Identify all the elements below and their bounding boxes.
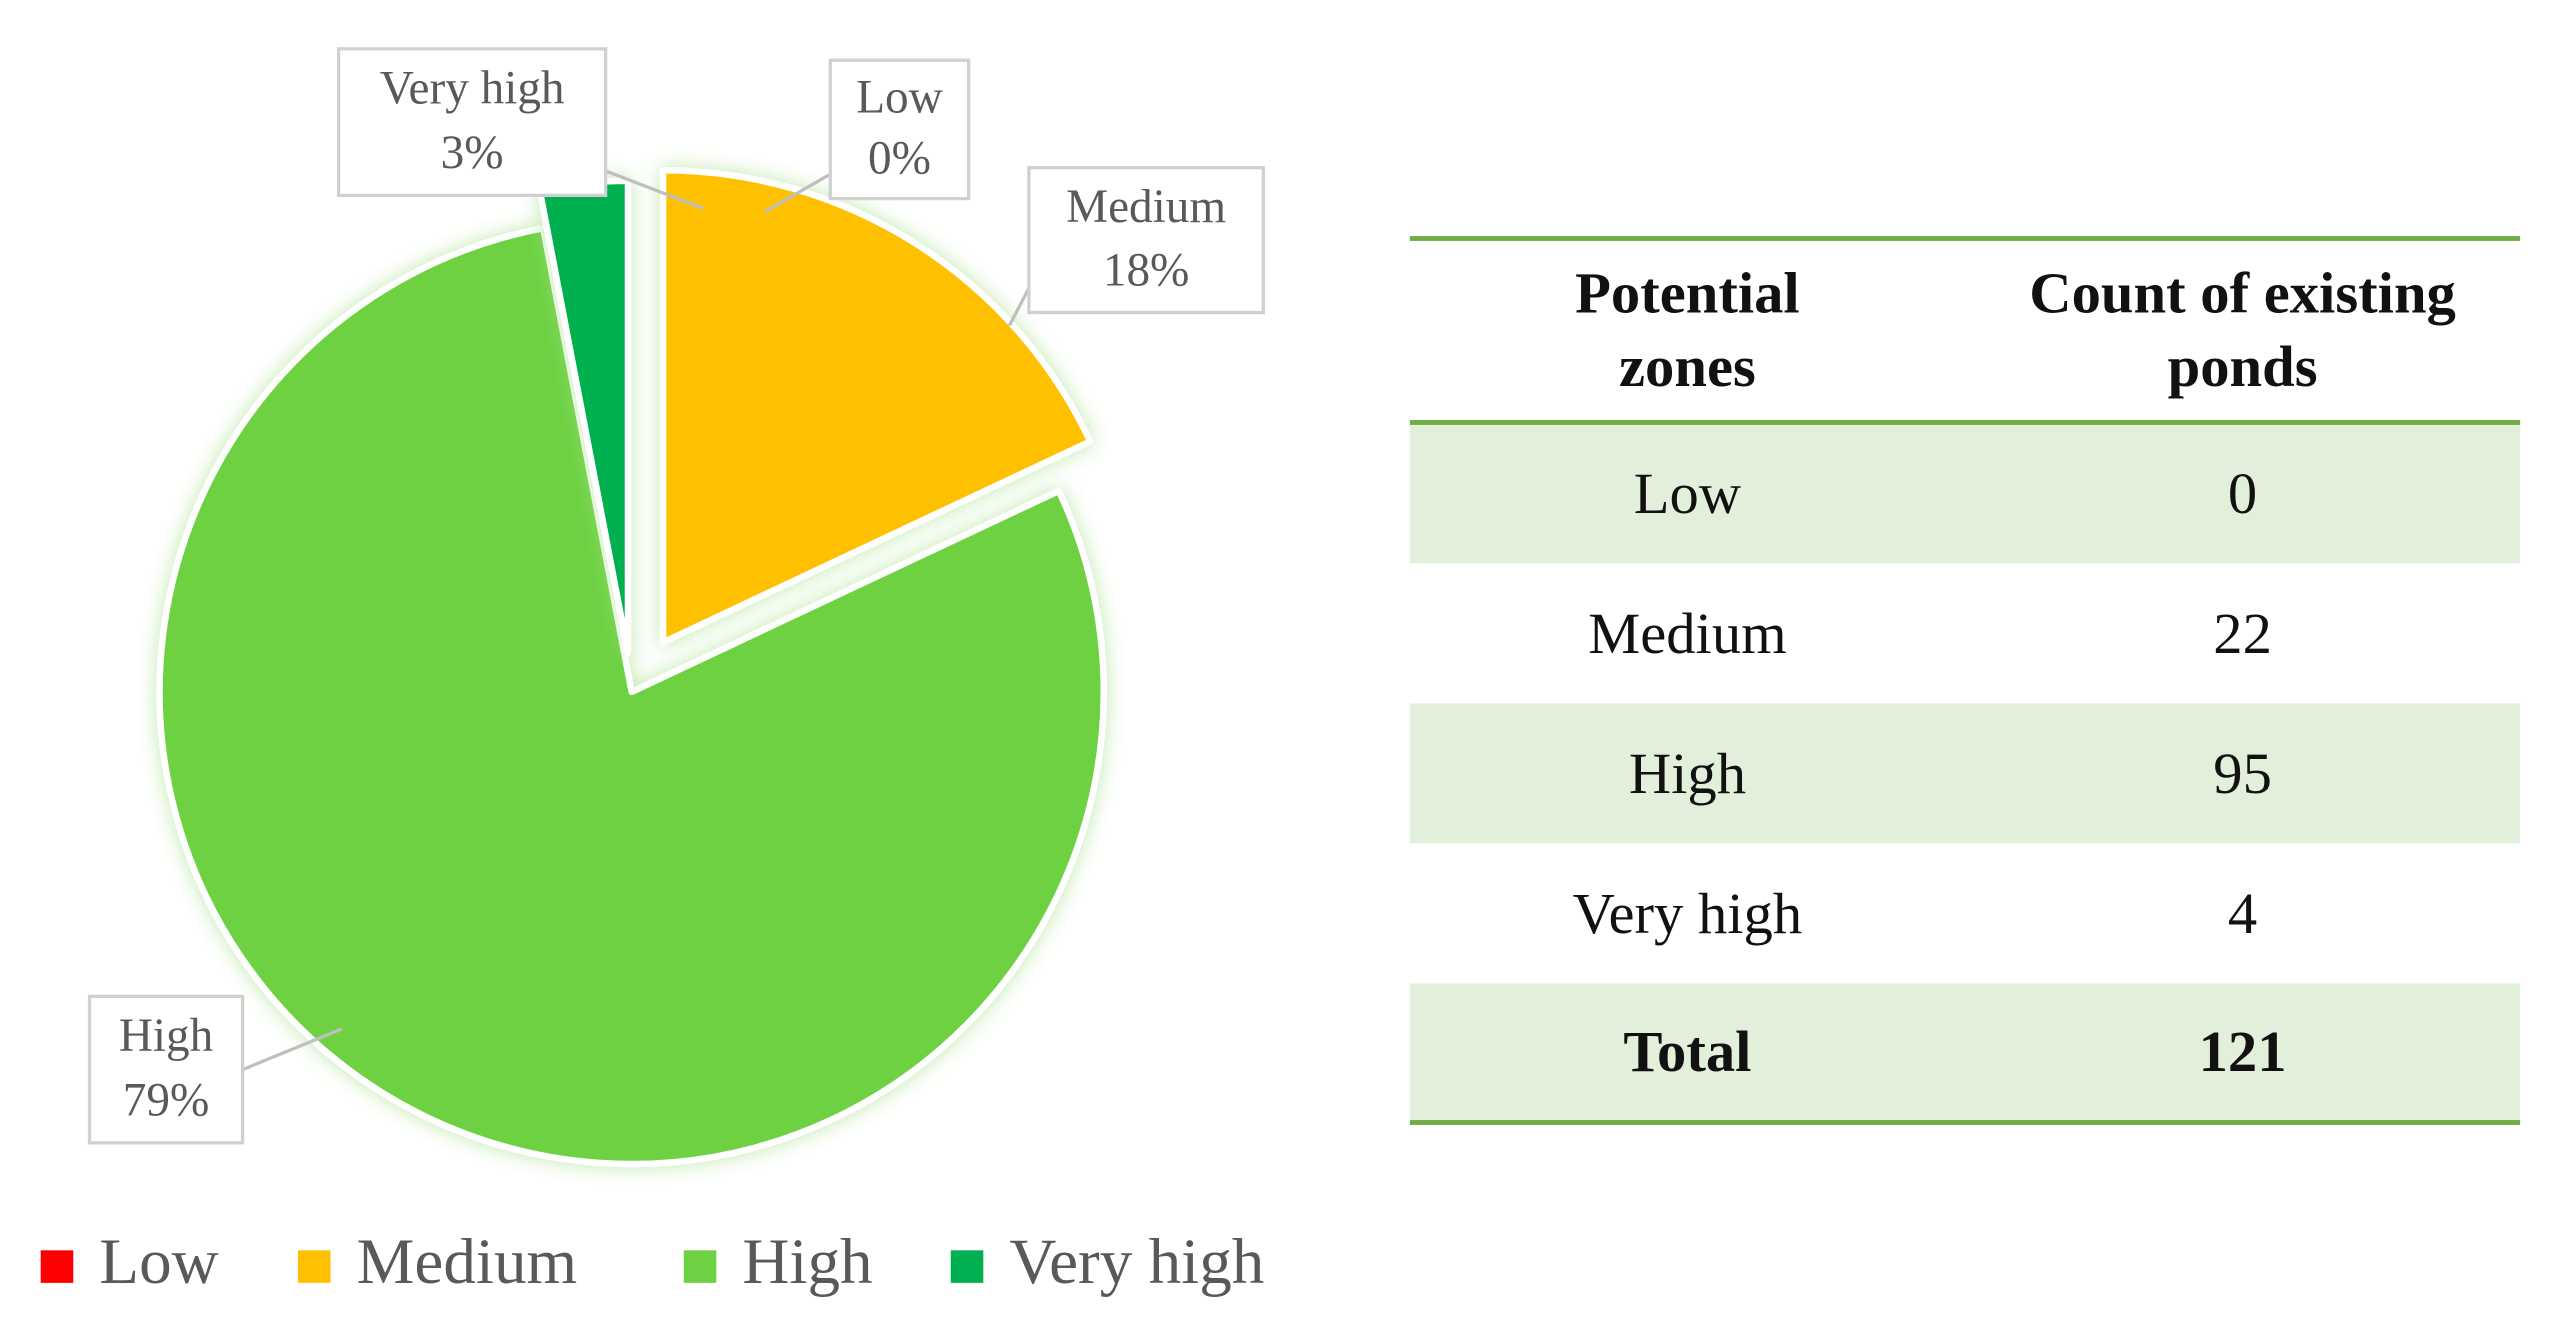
data-label-box: [336, 47, 608, 197]
header-cell: Potential zones: [1410, 239, 1965, 423]
leader-line: [1007, 287, 1031, 327]
table-row: High 95: [1409, 702, 2521, 843]
pie-slice: [156, 224, 1107, 1168]
leader-line: [605, 169, 704, 210]
header-text: Count of existing ponds: [2029, 260, 2456, 399]
data-table: Potential zones Count of existing ponds …: [1409, 236, 2521, 1125]
table-row: Very high 4: [1410, 842, 2520, 982]
table-cell: 95: [2213, 739, 2272, 806]
data-label-value: 0%: [868, 132, 931, 184]
leader-line: [764, 172, 832, 214]
legend-swatch: [40, 1250, 74, 1283]
table-body: Low 0 Medium 22 High 95 Very high 4 Total 121: [1409, 422, 2521, 1123]
header-cell: Count of existing ponds: [1965, 239, 2520, 423]
legend-swatch: [297, 1250, 331, 1283]
data-label-box: [828, 58, 971, 201]
legend-label: Medium: [357, 1226, 578, 1298]
legend-swatch: [683, 1250, 717, 1283]
table-cell: Total: [1623, 1018, 1752, 1084]
header-row: Potential zones Count of existing ponds: [1409, 238, 2521, 423]
data-label-name: High: [119, 1010, 213, 1062]
data-label-name: Medium: [1066, 181, 1226, 233]
table-cell: Low: [1633, 461, 1742, 527]
data-label-box: [1027, 166, 1265, 315]
table-cell: 4: [2227, 879, 2258, 946]
legend-label: Very high: [1009, 1226, 1264, 1298]
data-label-value: 18%: [1103, 245, 1190, 297]
total-row: Total 121: [1409, 982, 2521, 1123]
legend-label: High: [742, 1226, 872, 1298]
header-text: Potential zones: [1575, 260, 1800, 399]
table-cell: 0: [2227, 461, 2258, 527]
leader-line: [241, 1027, 343, 1072]
data-label-box: [87, 994, 245, 1145]
data-label-name: Low: [856, 72, 943, 124]
table-row: Low 0: [1409, 422, 2521, 563]
table-cell: 121: [2198, 1018, 2287, 1084]
table-row: Medium 22: [1410, 562, 2520, 702]
table-cell: High: [1628, 739, 1747, 806]
pie-slice: [659, 167, 1094, 646]
table-cell: Medium: [1588, 599, 1787, 666]
legend-label: Low: [99, 1226, 218, 1298]
data-label-name: Very high: [380, 63, 565, 115]
table-cell: Very high: [1572, 879, 1803, 946]
table-cell: 22: [2213, 599, 2272, 666]
legend-swatch: [950, 1250, 984, 1283]
pie-chart: Low 0% Medium 18% High 79% Very high 3% Low Mediu…: [40, 47, 1265, 1298]
data-label-value: 3%: [441, 127, 504, 179]
data-label-value: 79%: [123, 1075, 210, 1127]
